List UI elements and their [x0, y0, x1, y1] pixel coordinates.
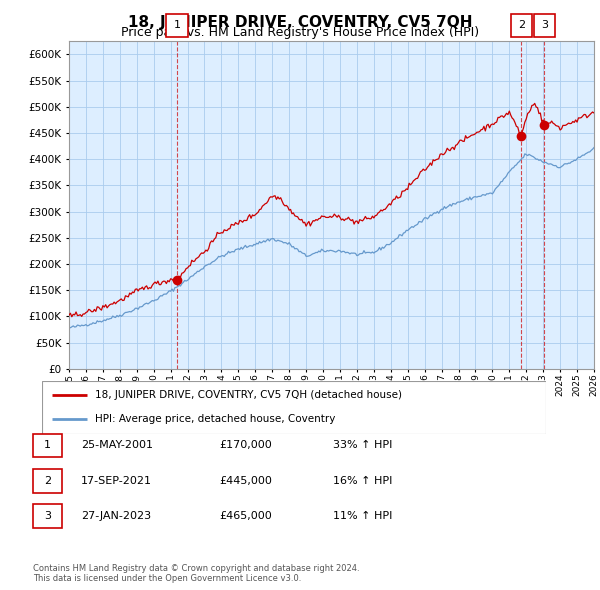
Text: Contains HM Land Registry data © Crown copyright and database right 2024.
This d: Contains HM Land Registry data © Crown c… [33, 563, 359, 583]
FancyBboxPatch shape [42, 381, 546, 434]
Text: 1: 1 [173, 21, 181, 30]
Text: 18, JUNIPER DRIVE, COVENTRY, CV5 7QH (detached house): 18, JUNIPER DRIVE, COVENTRY, CV5 7QH (de… [95, 390, 402, 400]
Text: 2: 2 [44, 476, 51, 486]
Text: 3: 3 [541, 21, 548, 30]
Text: 2: 2 [518, 21, 525, 30]
Text: 27-JAN-2023: 27-JAN-2023 [81, 512, 151, 521]
Text: 1: 1 [44, 441, 51, 450]
Text: 33% ↑ HPI: 33% ↑ HPI [333, 441, 392, 450]
Text: 3: 3 [44, 512, 51, 521]
Text: 11% ↑ HPI: 11% ↑ HPI [333, 512, 392, 521]
Text: Price paid vs. HM Land Registry's House Price Index (HPI): Price paid vs. HM Land Registry's House … [121, 26, 479, 39]
Text: £445,000: £445,000 [219, 476, 272, 486]
Text: 16% ↑ HPI: 16% ↑ HPI [333, 476, 392, 486]
Text: £465,000: £465,000 [219, 512, 272, 521]
Text: 25-MAY-2001: 25-MAY-2001 [81, 441, 153, 450]
Text: £170,000: £170,000 [219, 441, 272, 450]
Text: HPI: Average price, detached house, Coventry: HPI: Average price, detached house, Cove… [95, 414, 335, 424]
Text: 18, JUNIPER DRIVE, COVENTRY, CV5 7QH: 18, JUNIPER DRIVE, COVENTRY, CV5 7QH [128, 15, 472, 30]
Text: 17-SEP-2021: 17-SEP-2021 [81, 476, 152, 486]
